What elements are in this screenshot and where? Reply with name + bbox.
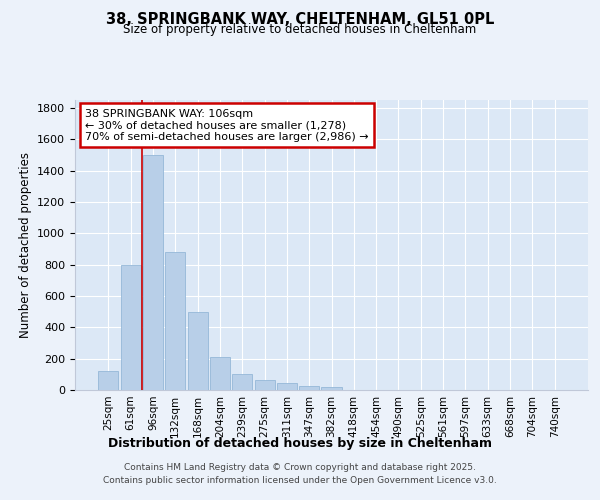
Bar [299,386,319,390]
Bar [254,380,275,390]
Bar [98,371,118,390]
Text: Size of property relative to detached houses in Cheltenham: Size of property relative to detached ho… [124,24,476,36]
Bar [232,374,252,390]
Bar [143,155,163,390]
Bar [322,387,341,390]
Bar [121,264,141,390]
Y-axis label: Number of detached properties: Number of detached properties [19,152,32,338]
Text: 38, SPRINGBANK WAY, CHELTENHAM, GL51 0PL: 38, SPRINGBANK WAY, CHELTENHAM, GL51 0PL [106,12,494,28]
Text: Contains HM Land Registry data © Crown copyright and database right 2025.: Contains HM Land Registry data © Crown c… [124,464,476,472]
Bar [210,357,230,390]
Text: Distribution of detached houses by size in Cheltenham: Distribution of detached houses by size … [108,438,492,450]
Bar [165,252,185,390]
Text: Contains public sector information licensed under the Open Government Licence v3: Contains public sector information licen… [103,476,497,485]
Bar [277,383,297,390]
Bar [188,312,208,390]
Text: 38 SPRINGBANK WAY: 106sqm
← 30% of detached houses are smaller (1,278)
70% of se: 38 SPRINGBANK WAY: 106sqm ← 30% of detac… [85,108,369,142]
